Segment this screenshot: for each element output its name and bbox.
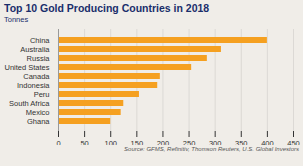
- svg-text:United States: United States: [4, 63, 49, 72]
- svg-text:300: 300: [209, 139, 222, 145]
- svg-text:400: 400: [261, 139, 274, 145]
- html-text:Source: GFMS, Refinitiv, Thoms: Source: GFMS, Refinitiv, Thomson Reuters…: [124, 146, 299, 152]
- svg-text:100: 100: [104, 139, 117, 145]
- svg-text:200: 200: [157, 139, 170, 145]
- svg-text:350: 350: [235, 139, 248, 145]
- html-text:Tonnes: Tonnes: [4, 15, 29, 24]
- svg-text:South Africa: South Africa: [9, 99, 50, 108]
- svg-text:0: 0: [56, 139, 60, 145]
- svg-text:Mexico: Mexico: [26, 108, 50, 117]
- svg-text:China: China: [30, 36, 50, 45]
- svg-text:Canada: Canada: [23, 72, 50, 81]
- svg-text:Russia: Russia: [27, 54, 51, 63]
- svg-text:Peru: Peru: [34, 90, 50, 99]
- svg-text:450: 450: [287, 139, 300, 145]
- svg-text:Indonesia: Indonesia: [17, 81, 50, 90]
- svg-text:Australia: Australia: [20, 45, 50, 54]
- html-text:Top 10 Gold Producing Countrie: Top 10 Gold Producing Countries in 2018: [4, 2, 210, 14]
- svg-text:250: 250: [183, 139, 196, 145]
- svg-text:150: 150: [131, 139, 144, 145]
- svg-text:Ghana: Ghana: [27, 117, 50, 126]
- svg-text:50: 50: [80, 139, 88, 145]
